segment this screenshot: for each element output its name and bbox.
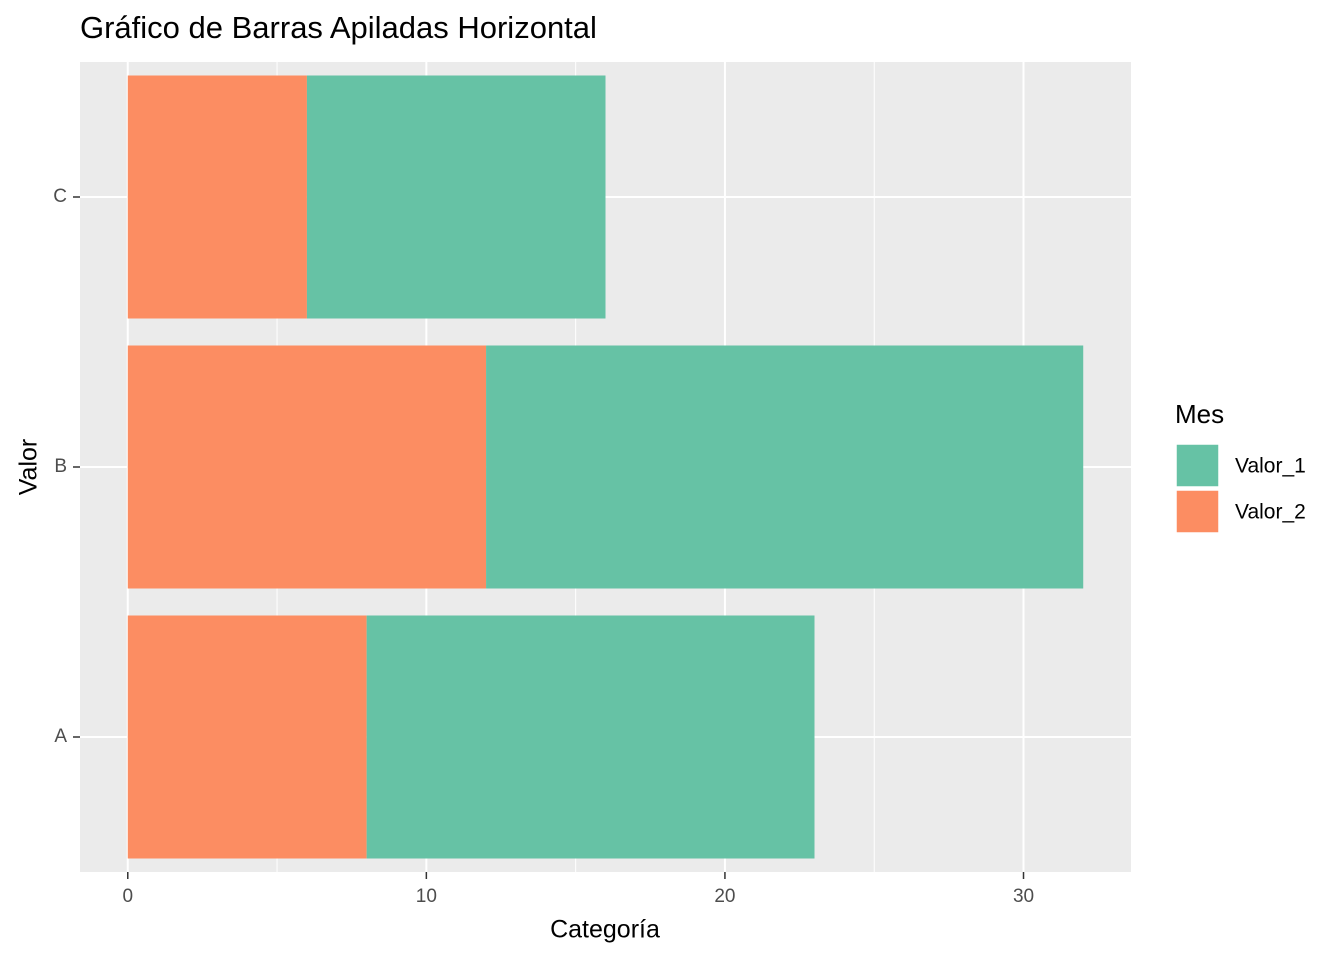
legend-key [1175,489,1220,534]
x-tick-label: 10 [416,886,437,907]
y-tick-label: C [53,186,67,207]
x-axis-title: Categoría [550,916,660,944]
legend-title: Mes [1175,399,1224,429]
bar-segment [306,75,606,319]
x-tick-label: 30 [1013,886,1034,907]
legend-label: Valor_1 [1235,455,1306,478]
y-tick-label: B [54,456,67,477]
y-tick-label: A [54,726,67,747]
bar-segment [127,75,307,319]
legend-key [1175,443,1220,488]
x-tick-label: 20 [714,886,735,907]
legend-label: Valor_2 [1235,501,1306,524]
bar-segment [127,345,487,589]
bar-segment [127,615,367,859]
chart-title: Gráfico de Barras Apiladas Horizontal [80,10,597,45]
bar-segment [486,345,1084,589]
x-tick-label: 0 [122,886,133,907]
bar-segment [366,615,815,859]
y-axis-title: Valor [15,439,43,496]
